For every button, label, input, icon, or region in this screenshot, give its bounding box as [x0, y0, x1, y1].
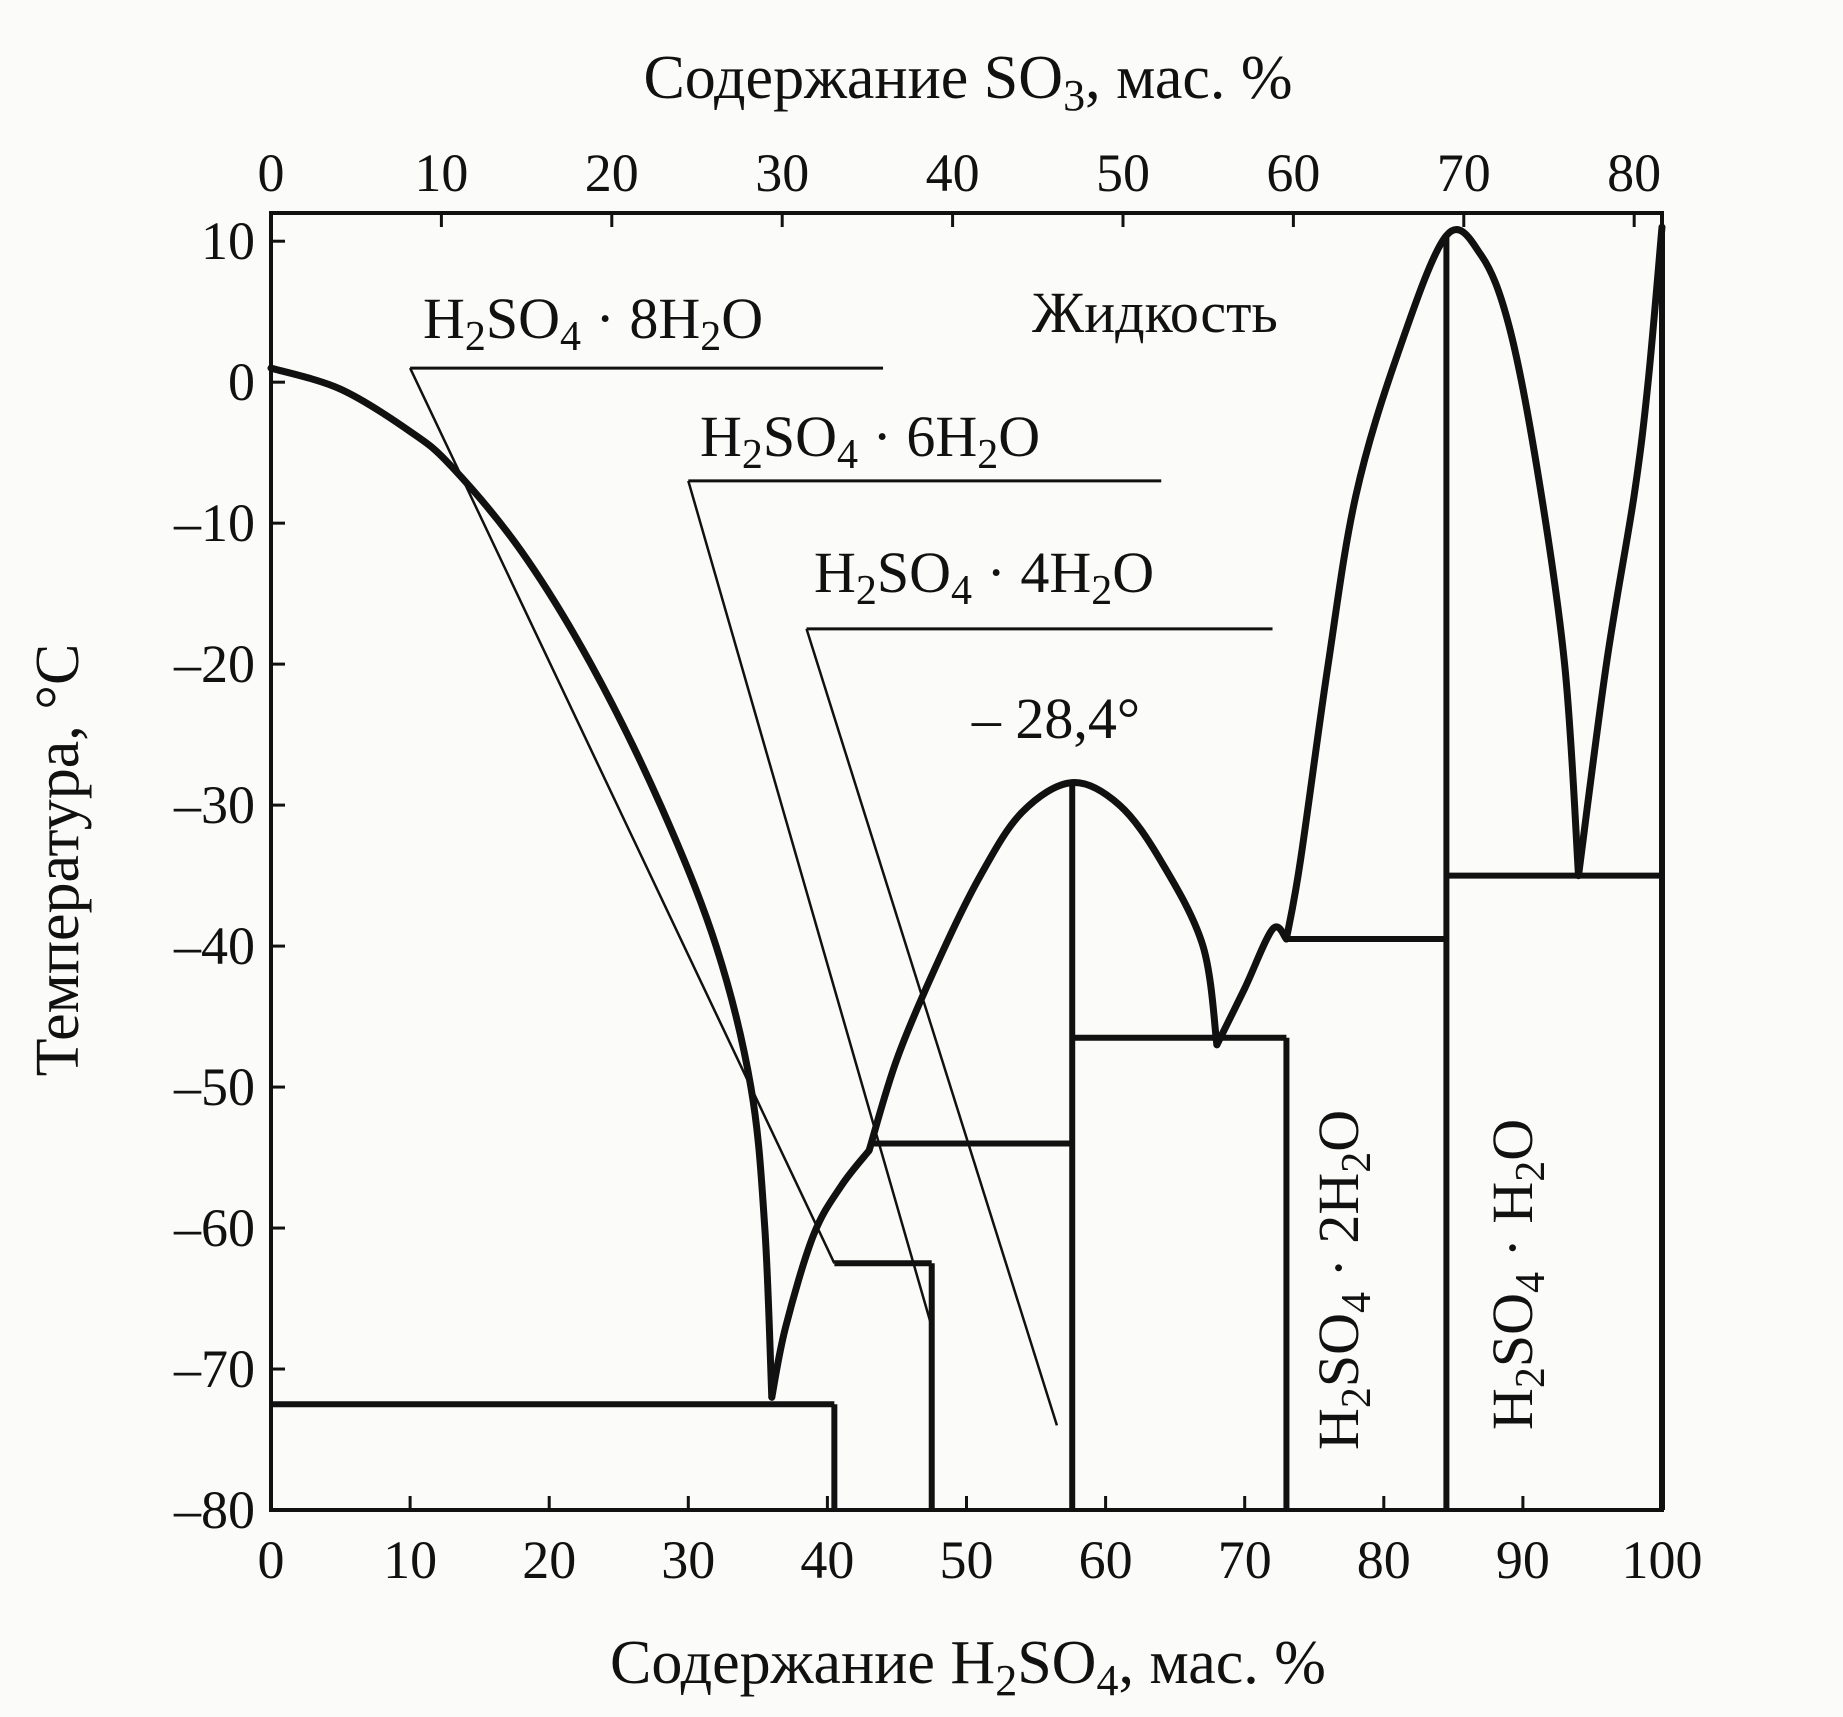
metastable-line — [408, 367, 836, 1264]
top-tick-label: 50 — [1096, 143, 1150, 203]
top-tick-label: 70 — [1437, 143, 1491, 203]
hydrate-1-label: H2SO4 · H2O — [1480, 1119, 1554, 1430]
top-tick-label: 40 — [926, 143, 980, 203]
top-axis-title: Содержание SO3, мас. % — [643, 44, 1292, 120]
top-tick-label: 80 — [1607, 143, 1661, 203]
y-axis-ticks: 10 0 –10 –20 –30 –40 –50 –60 –70 –80 — [173, 211, 285, 1540]
metastable-lines — [408, 366, 1273, 1426]
hydrate-4-label: H2SO4 · 4H2O — [814, 540, 1154, 614]
y-tick-label: 10 — [201, 211, 255, 271]
y-tick-label: –60 — [173, 1198, 255, 1258]
y-tick-label: 0 — [228, 352, 255, 412]
metastable-line — [805, 628, 1059, 1426]
x-tick-label: 10 — [383, 1530, 437, 1590]
y-tick-label: –50 — [173, 1057, 255, 1117]
liquidus-curves — [267, 223, 1666, 1401]
liquidus-curve — [1282, 226, 1582, 943]
x-tick-label: 0 — [258, 1530, 285, 1590]
y-axis-title: Температура, °C — [24, 644, 92, 1077]
liquidus-curve — [267, 364, 776, 1401]
x-tick-label: 70 — [1218, 1530, 1272, 1590]
x-tick-label: 40 — [800, 1530, 854, 1590]
x-tick-label: 100 — [1622, 1530, 1703, 1590]
liquidus-curve — [865, 779, 1221, 1154]
x-tick-label: 30 — [661, 1530, 715, 1590]
liquidus-curve — [768, 1147, 873, 1401]
x-axis-ticks: 0 10 20 30 40 50 60 70 80 90 100 — [258, 1496, 1703, 1590]
top-tick-label: 10 — [414, 143, 468, 203]
top-tick-label: 60 — [1266, 143, 1320, 203]
x-tick-label: 50 — [940, 1530, 994, 1590]
y-tick-label: –80 — [173, 1480, 255, 1540]
x-tick-label: 90 — [1496, 1530, 1550, 1590]
hydrate-6-label: H2SO4 · 6H2O — [700, 404, 1040, 478]
x-tick-label: 20 — [522, 1530, 576, 1590]
x-tick-label: 60 — [1079, 1530, 1133, 1590]
top-axis-ticks: 0 10 20 30 40 50 60 70 80 — [258, 143, 1661, 227]
top-tick-label: 0 — [258, 143, 285, 203]
liquidus-curve — [1575, 223, 1666, 880]
y-tick-label: –10 — [173, 493, 255, 553]
hydrate-2-label: H2SO4 · 2H2O — [1306, 1110, 1380, 1450]
hydrate-8-label: H2SO4 · 8H2O — [423, 286, 763, 360]
metastable-line — [687, 480, 933, 1328]
y-tick-label: –70 — [173, 1339, 255, 1399]
max-temperature-label: – 28,4° — [971, 686, 1140, 751]
liquid-label: Жидкость — [1032, 280, 1278, 345]
y-tick-label: –30 — [173, 775, 255, 835]
x-axis-title: Содержание H2SO4, мас. % — [610, 1629, 1326, 1705]
liquidus-curve — [1213, 923, 1290, 1049]
y-tick-label: –40 — [173, 916, 255, 976]
x-tick-label: 80 — [1357, 1530, 1411, 1590]
top-tick-label: 30 — [755, 143, 809, 203]
y-tick-label: –20 — [173, 634, 255, 694]
top-tick-label: 20 — [585, 143, 639, 203]
phase-boundaries — [271, 227, 1665, 1510]
